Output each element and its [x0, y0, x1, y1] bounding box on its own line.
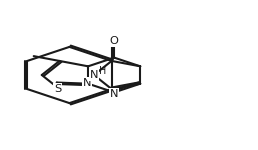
Text: O: O: [110, 36, 119, 46]
Text: N: N: [83, 78, 91, 87]
Text: N: N: [110, 88, 118, 99]
Text: H: H: [99, 66, 106, 76]
Text: N: N: [90, 70, 98, 80]
Text: S: S: [54, 84, 61, 94]
